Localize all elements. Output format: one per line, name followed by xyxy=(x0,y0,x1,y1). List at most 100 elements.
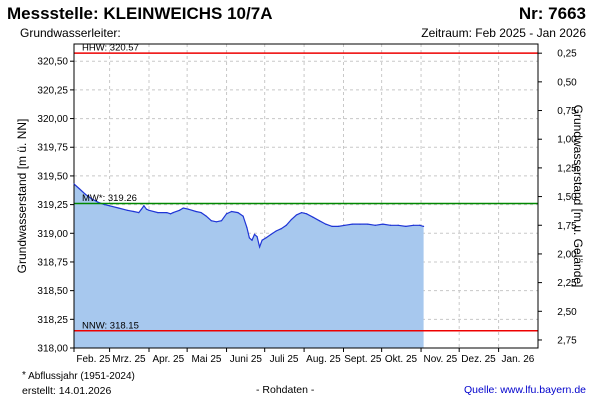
footnote: * Abflussjahr (1951-2024) xyxy=(22,370,135,382)
data-point xyxy=(166,212,168,214)
data-point xyxy=(143,205,145,207)
data-point xyxy=(253,233,256,236)
aquifer-label: Grundwasserleiter: xyxy=(20,26,121,40)
data-point xyxy=(405,225,407,227)
data-point xyxy=(126,209,128,211)
data-point xyxy=(200,212,202,214)
y-tick-label-left: 318,25 xyxy=(37,315,68,326)
y-tick-label-left: 318,75 xyxy=(37,257,68,268)
data-point xyxy=(178,209,181,211)
data-point xyxy=(140,208,142,210)
data-point xyxy=(256,236,258,238)
page-title: Messstelle: KLEINWEICHS 10/7A xyxy=(7,4,273,23)
data-point xyxy=(422,225,425,227)
y-tick-label-right: 1,50 xyxy=(557,192,577,203)
y-tick-label-right: 1,75 xyxy=(557,221,577,232)
data-point xyxy=(419,224,421,226)
data-point xyxy=(215,221,217,223)
data-point xyxy=(412,224,415,226)
plot-frame xyxy=(73,43,539,349)
data-point xyxy=(91,198,93,200)
y-tick-label-left: 318,50 xyxy=(37,286,68,297)
source-link[interactable]: Quelle: www.lfu.bayern.de xyxy=(464,384,586,396)
x-tick-label: Dez. 25 xyxy=(461,354,496,365)
x-tick-label: Nov. 25 xyxy=(424,354,458,365)
data-point xyxy=(318,220,320,222)
period-label: Zeitraum: Feb 2025 - Jan 2026 xyxy=(421,26,586,40)
data-point xyxy=(261,239,263,241)
x-tick-label: Mrz. 25 xyxy=(112,354,146,365)
x-tick-label: Sept. 25 xyxy=(344,354,382,365)
y-tick-label-right: 1,25 xyxy=(557,163,577,174)
data-point xyxy=(237,212,239,214)
x-tick-label: Aug. 25 xyxy=(306,354,341,365)
data-point xyxy=(312,216,314,218)
y-tick-label-right: 2,75 xyxy=(557,335,577,346)
raw-data-note: - Rohdaten - xyxy=(256,384,315,396)
data-points xyxy=(73,183,425,248)
reference-lines: HHW: 320.57 MW*: 319.26 NNW: 318.15 xyxy=(74,43,538,332)
water-level-area xyxy=(74,184,424,348)
data-point xyxy=(382,223,384,225)
y-tick-label-left: 320,50 xyxy=(37,57,68,68)
station-number: Nr: 7663 xyxy=(518,4,586,23)
data-point xyxy=(172,212,174,214)
data-point xyxy=(280,228,282,230)
data-point xyxy=(145,208,148,210)
data-point xyxy=(290,218,292,221)
data-point xyxy=(325,223,327,225)
data-point xyxy=(138,212,140,214)
data-point xyxy=(73,183,75,185)
data-point xyxy=(133,210,135,213)
x-tick-label: Jan. 26 xyxy=(502,354,535,365)
data-point xyxy=(397,224,399,226)
data-point xyxy=(231,210,233,213)
data-point xyxy=(374,224,376,226)
data-point xyxy=(97,201,99,203)
data-point xyxy=(242,215,244,217)
data-point xyxy=(251,239,253,241)
data-point xyxy=(295,214,298,216)
data-point xyxy=(259,246,261,248)
data-point xyxy=(225,213,228,215)
y-tick-label-right: 1,00 xyxy=(557,135,577,146)
data-point xyxy=(220,220,223,222)
y-tick-label-left: 319,00 xyxy=(37,229,68,240)
x-tick-label: Juni 25 xyxy=(230,354,263,365)
y-tick-label-right: 0,50 xyxy=(557,77,577,88)
y-tick-label-left: 320,25 xyxy=(37,85,68,96)
y-tick-label-right: 0,25 xyxy=(557,49,577,60)
created-date: erstellt: 14.01.2026 xyxy=(22,385,112,397)
data-point xyxy=(148,209,150,211)
y-axis-label-right: Grundwasserstand [m u. Gelände] xyxy=(571,105,585,288)
x-tick-label: Feb. 25 xyxy=(76,354,110,365)
data-point xyxy=(367,223,369,225)
y-tick-label-left: 319,50 xyxy=(37,171,68,182)
data-point xyxy=(157,212,159,214)
nnw-label: NNW: 318.15 xyxy=(82,320,139,331)
y-tick-label-right: 0,75 xyxy=(557,106,577,117)
data-point xyxy=(182,207,184,209)
x-tick-label: Okt. 25 xyxy=(385,354,418,365)
data-point xyxy=(344,224,346,226)
y-tick-label-left: 320,00 xyxy=(37,114,68,125)
data-point xyxy=(205,215,207,217)
data-point xyxy=(108,205,111,207)
data-point xyxy=(285,224,287,226)
y-tick-label-left: 318,00 xyxy=(37,344,68,355)
data-point xyxy=(337,225,340,227)
x-tick-label: Juli 25 xyxy=(270,354,299,365)
data-point xyxy=(246,226,248,229)
data-point xyxy=(84,193,87,195)
data-point xyxy=(351,223,353,225)
data-point xyxy=(187,208,190,210)
data-point xyxy=(170,213,172,215)
data-point xyxy=(210,220,212,222)
data-point xyxy=(270,233,272,236)
footnote-text: Abflussjahr (1951-2024) xyxy=(28,371,135,382)
data-point xyxy=(248,237,251,239)
axis-ticks: 318,00 318,25 318,50 318,75 319,00 319,25 319,… xyxy=(37,49,577,365)
data-point xyxy=(389,224,392,226)
y-tick-label-left: 319,25 xyxy=(37,200,68,211)
